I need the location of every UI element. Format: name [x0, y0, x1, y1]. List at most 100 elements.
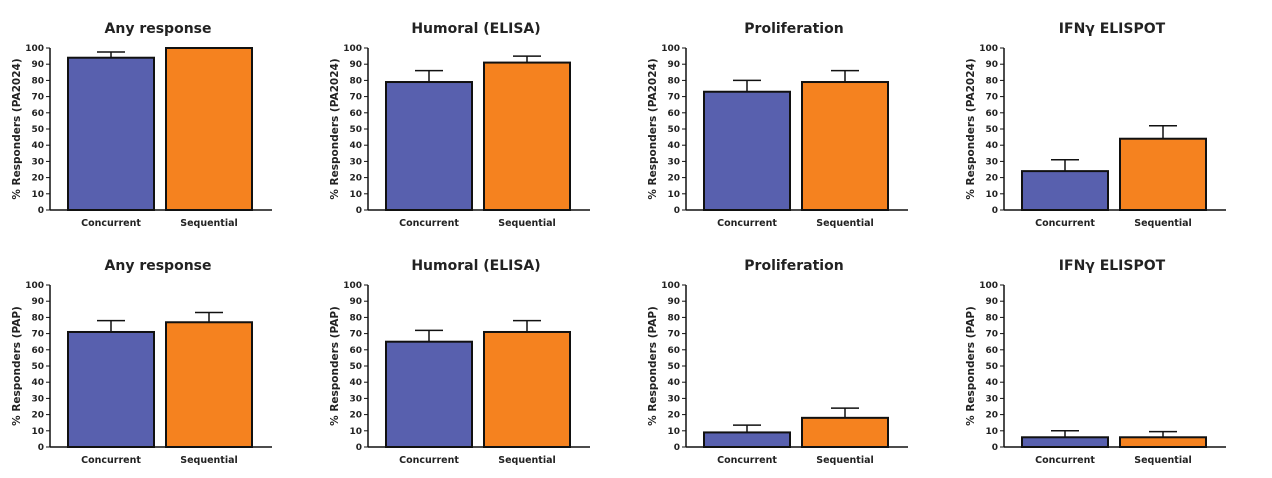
bar-chart: Any response % Responders (PA2024) 0 10 20 30…: [11, 21, 272, 229]
y-tick-label: 0: [992, 206, 998, 216]
y-tick-label: 90: [667, 60, 680, 70]
x-category-label: Sequential: [498, 455, 556, 466]
y-tick-label: 100: [661, 44, 680, 54]
y-tick-label: 80: [31, 76, 44, 86]
y-tick-label: 60: [985, 346, 998, 356]
y-tick-label: 90: [985, 297, 998, 307]
bar-chart: Proliferation % Responders (PA2024) 0 10 20 3…: [647, 21, 908, 229]
bar-concurrent: [1021, 436, 1109, 448]
y-tick-label: 70: [985, 93, 998, 103]
y-tick-label: 10: [985, 427, 998, 437]
y-axis-label: % Responders (PA2024): [11, 58, 23, 199]
y-tick-label: 100: [25, 281, 44, 291]
y-tick-label: 60: [349, 109, 362, 119]
y-tick-label: 40: [985, 141, 998, 151]
x-category-label: Sequential: [816, 218, 874, 229]
y-tick-label: 0: [38, 206, 44, 216]
y-tick-label: 20: [31, 174, 44, 184]
bar-concurrent: [703, 90, 791, 211]
y-tick-label: 70: [349, 93, 362, 103]
y-tick-label: 10: [31, 427, 44, 437]
y-tick-label: 30: [985, 394, 998, 404]
y-tick-label: 50: [31, 125, 44, 135]
y-tick-label: 50: [985, 362, 998, 372]
y-tick-label: 30: [667, 394, 680, 404]
y-tick-label: 20: [349, 174, 362, 184]
chart-title: Proliferation: [744, 258, 843, 274]
y-tick-label: 80: [349, 76, 362, 86]
y-tick-label: 80: [349, 313, 362, 323]
chart-panel-6: Humoral (ELISA) % Responders (PAP) 0 10 20 30…: [318, 241, 636, 478]
y-tick-label: 90: [349, 297, 362, 307]
bar-chart: IFNγ ELISPOT % Responders (PAP) 0 10 20 30 40 5…: [965, 258, 1226, 466]
bar-sequential: [483, 61, 571, 211]
y-tick-label: 30: [349, 394, 362, 404]
bar-chart: Humoral (ELISA) % Responders (PAP) 0 10 20 30…: [329, 258, 590, 466]
chart-title: IFNγ ELISPOT: [1059, 21, 1166, 37]
bar-sequential: [1119, 137, 1207, 211]
y-tick-label: 30: [985, 157, 998, 167]
y-tick-label: 100: [25, 44, 44, 54]
y-tick-label: 60: [667, 346, 680, 356]
y-tick-label: 20: [31, 411, 44, 421]
chart-title: Any response: [105, 258, 212, 274]
y-tick-label: 40: [31, 141, 44, 151]
bar-chart: Humoral (ELISA) % Responders (PA2024) 0 10 2…: [329, 21, 590, 229]
x-category-label: Sequential: [816, 455, 874, 466]
y-tick-label: 10: [349, 427, 362, 437]
bar-concurrent: [67, 330, 155, 448]
y-tick-label: 60: [31, 109, 44, 119]
y-tick-label: 50: [985, 125, 998, 135]
chart-title: IFNγ ELISPOT: [1059, 258, 1166, 274]
bar-chart: IFNγ ELISPOT % Responders (PA2024) 0 10 20 30…: [965, 21, 1226, 229]
bar-sequential: [801, 81, 889, 211]
bar-sequential: [801, 416, 889, 448]
chart-title: Any response: [105, 21, 212, 37]
x-category-label: Sequential: [180, 455, 238, 466]
y-tick-label: 0: [674, 443, 680, 453]
y-tick-label: 10: [31, 190, 44, 200]
y-tick-label: 70: [667, 330, 680, 340]
y-axis-label: % Responders (PA2024): [965, 58, 977, 199]
y-tick-label: 20: [667, 411, 680, 421]
chart-panel-1: Any response % Responders (PA2024) 0 10 20 30…: [0, 4, 318, 241]
bar-concurrent: [385, 81, 473, 211]
chart-title: Humoral (ELISA): [411, 258, 540, 274]
y-tick-label: 80: [985, 76, 998, 86]
y-axis-label: % Responders (PAP): [965, 306, 977, 426]
y-tick-label: 20: [667, 174, 680, 184]
x-category-label: Sequential: [498, 218, 556, 229]
y-tick-label: 80: [985, 313, 998, 323]
y-tick-label: 50: [31, 362, 44, 372]
y-tick-label: 30: [31, 394, 44, 404]
y-tick-label: 40: [667, 141, 680, 151]
bar-chart: Any response % Responders (PAP) 0 10 20 30 40 5…: [11, 258, 272, 466]
x-category-label: Concurrent: [81, 218, 141, 229]
x-category-label: Sequential: [1134, 455, 1192, 466]
x-category-label: Concurrent: [399, 218, 459, 229]
y-tick-label: 60: [985, 109, 998, 119]
x-category-label: Concurrent: [717, 455, 777, 466]
y-tick-label: 100: [343, 44, 362, 54]
y-tick-label: 90: [985, 60, 998, 70]
y-tick-label: 80: [667, 76, 680, 86]
x-category-label: Concurrent: [1035, 218, 1095, 229]
y-tick-label: 100: [979, 44, 998, 54]
y-tick-label: 60: [349, 346, 362, 356]
chart-title: Humoral (ELISA): [411, 21, 540, 37]
bar-concurrent: [67, 56, 155, 211]
y-tick-label: 0: [992, 443, 998, 453]
x-category-label: Sequential: [1134, 218, 1192, 229]
y-tick-label: 50: [349, 362, 362, 372]
y-tick-label: 30: [349, 157, 362, 167]
y-tick-label: 10: [985, 190, 998, 200]
y-tick-label: 40: [667, 378, 680, 388]
y-axis-label: % Responders (PAP): [11, 306, 23, 426]
y-tick-label: 60: [31, 346, 44, 356]
y-tick-label: 20: [985, 411, 998, 421]
y-tick-label: 100: [979, 281, 998, 291]
bar-concurrent: [1021, 170, 1109, 211]
chart-panel-7: Proliferation % Responders (PAP) 0 10 20 30 40…: [636, 241, 954, 478]
y-tick-label: 0: [356, 443, 362, 453]
